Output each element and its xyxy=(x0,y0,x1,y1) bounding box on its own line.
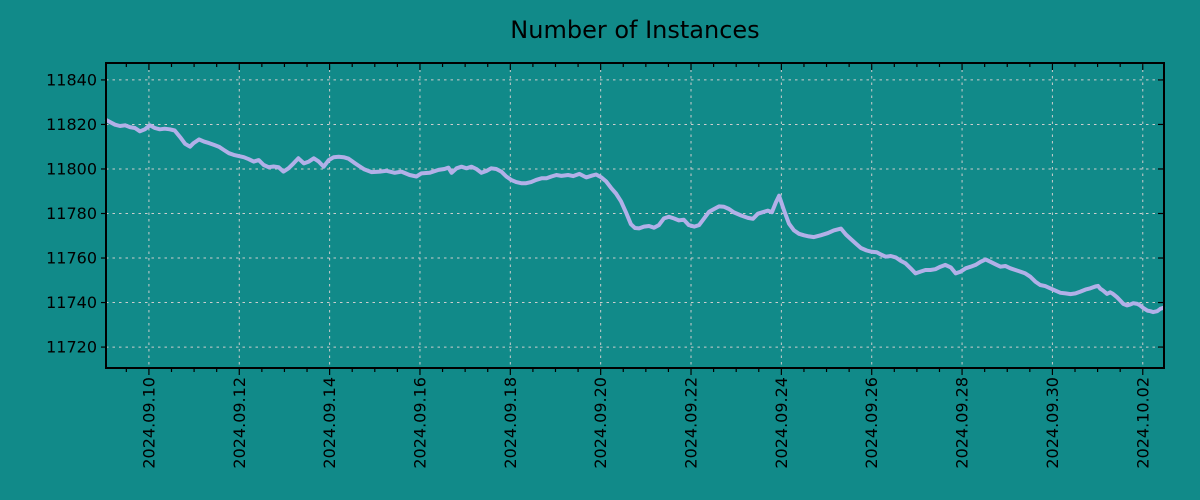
plot-border xyxy=(105,62,1165,369)
y-tick-label: 11720 xyxy=(46,338,97,357)
x-tick-label: 2024.09.26 xyxy=(862,377,881,469)
x-tick-label: 2024.09.20 xyxy=(591,377,610,469)
gridlines xyxy=(106,63,1164,368)
x-tick-label: 2024.09.18 xyxy=(501,377,520,469)
axis-ticks xyxy=(101,63,1164,375)
x-tick-label: 2024.09.12 xyxy=(230,377,249,469)
y-tick-labels: 11720 11740 11760 11780 11800 11820 11840 xyxy=(46,70,97,356)
y-tick-label: 11740 xyxy=(46,293,97,312)
x-tick-label: 2024.09.14 xyxy=(320,377,339,469)
x-tick-label: 2024.09.16 xyxy=(410,377,429,469)
y-tick-label: 11840 xyxy=(46,70,97,89)
series-line xyxy=(104,118,1166,315)
y-tick-label: 11760 xyxy=(46,249,97,268)
x-tick-labels: 2024.09.10 2024.09.12 2024.09.14 2024.09.16… xyxy=(139,377,1152,469)
y-tick-label: 11780 xyxy=(46,204,97,223)
x-tick-label: 2024.09.30 xyxy=(1043,377,1062,469)
y-tick-label: 11800 xyxy=(46,159,97,178)
chart-title: Number of Instances xyxy=(510,16,759,44)
series-lines xyxy=(104,118,1166,315)
x-tick-label: 2024.10.02 xyxy=(1133,377,1152,469)
x-tick-label: 2024.09.10 xyxy=(139,377,158,469)
x-tick-label: 2024.09.28 xyxy=(953,377,972,469)
x-tick-label: 2024.09.24 xyxy=(772,377,791,469)
x-tick-label: 2024.09.22 xyxy=(682,377,701,469)
y-tick-label: 11820 xyxy=(46,115,97,134)
